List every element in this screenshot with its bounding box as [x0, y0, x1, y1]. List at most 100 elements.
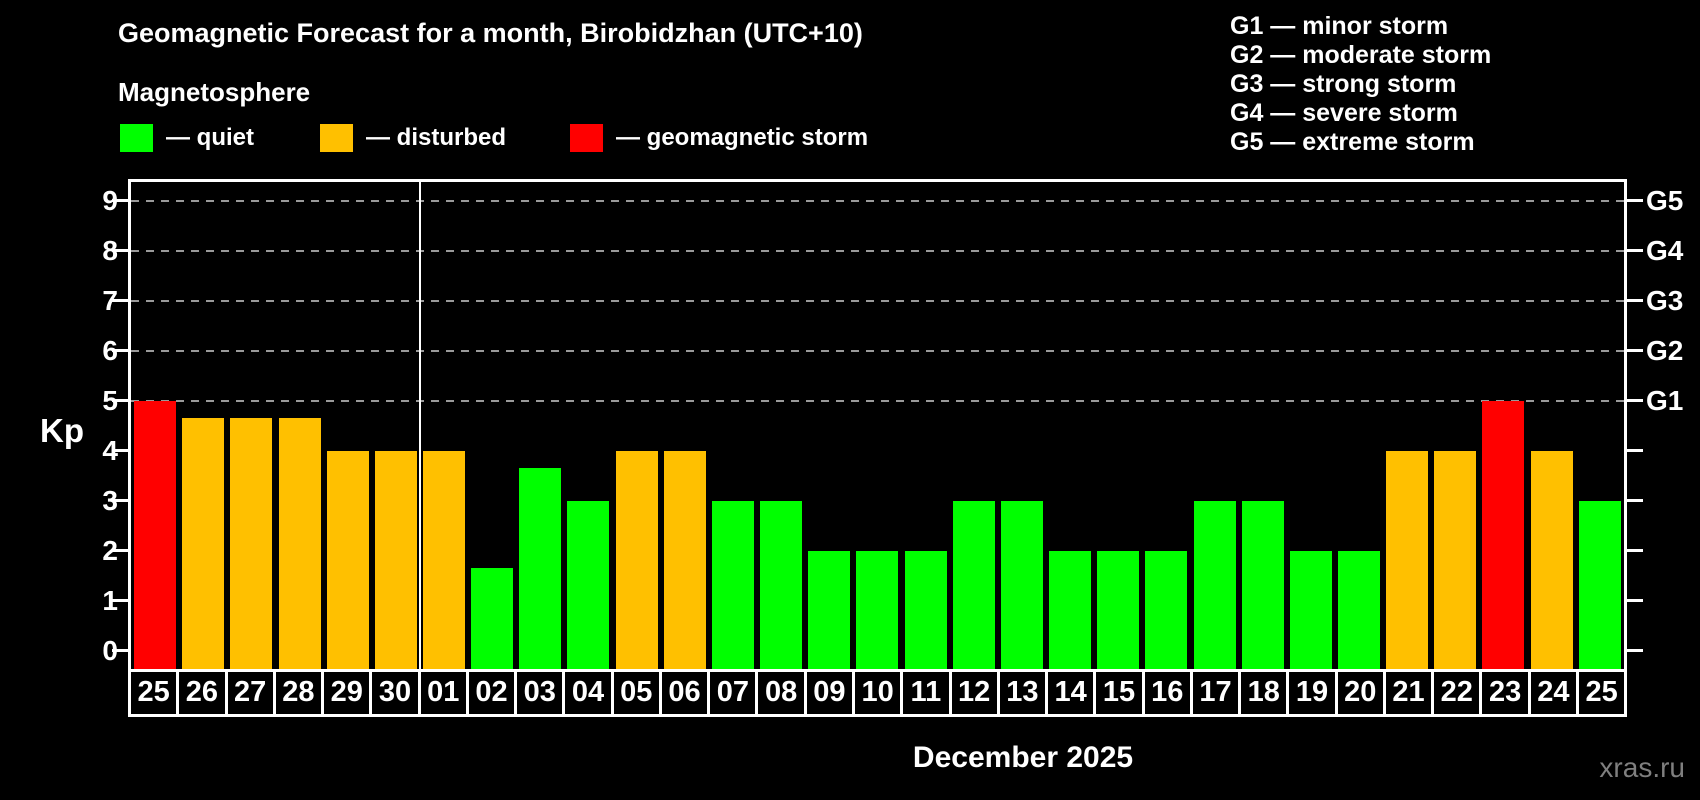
- bar-cell: [131, 182, 179, 669]
- bar-cell: [324, 182, 372, 669]
- y-axis-tick-left: [112, 599, 128, 602]
- y-axis-label: 2: [102, 535, 118, 566]
- kp-bar: [326, 451, 369, 669]
- kp-bar: [134, 401, 177, 669]
- x-axis-day-label: 25: [1585, 676, 1618, 708]
- x-axis-day-label: 05: [614, 672, 662, 714]
- y-axis-tick-right: [1627, 299, 1643, 302]
- month-separator-line: [418, 182, 421, 669]
- x-axis-day-label: 22: [1434, 672, 1483, 714]
- bar-cell: [805, 182, 853, 669]
- x-axis-day-label: 17: [1193, 672, 1242, 714]
- x-axis-day-label: 21: [1386, 672, 1435, 714]
- kp-bar: [1578, 501, 1621, 669]
- bar-cell: [420, 182, 468, 669]
- y-axis-tick-left: [112, 399, 128, 402]
- kp-gridline: [131, 200, 1624, 202]
- g-scale-legend-line-g5: G5 — extreme storm: [1230, 128, 1475, 156]
- bar-cell: [709, 182, 757, 669]
- y-axis-label: 4: [102, 435, 118, 466]
- kp-bar: [374, 451, 417, 669]
- disturbed-legend-label: — disturbed: [366, 124, 507, 151]
- bars-container: [131, 182, 1624, 669]
- kp-bar: [1337, 551, 1380, 669]
- y-axis-tick-left: [112, 499, 128, 502]
- quiet-legend-label: — quiet: [166, 124, 254, 151]
- bar-cell: [902, 182, 950, 669]
- x-axis-day-label: 26: [179, 672, 228, 714]
- kp-bar: [1289, 551, 1332, 669]
- y-axis-label: 1: [102, 585, 118, 616]
- kp-bar: [711, 501, 754, 669]
- y-axis-tick-left: [112, 249, 128, 252]
- x-axis-day-label: 25: [131, 672, 180, 714]
- storm-legend-label: — geomagnetic storm: [616, 124, 869, 151]
- bar-cell: [1383, 182, 1431, 669]
- legend-item-quiet: — quiet: [120, 123, 254, 153]
- bar-cell: [1287, 182, 1335, 669]
- kp-bar: [1386, 451, 1429, 669]
- y-axis-label: 8: [102, 235, 118, 266]
- bar-cell: [853, 182, 901, 669]
- y-axis-label: 5: [102, 385, 118, 416]
- y-axis-tick-right: [1627, 499, 1643, 502]
- g-axis-label: G1: [1646, 385, 1684, 416]
- bar-cell: [998, 182, 1046, 669]
- x-axis-day-label: 13: [1000, 672, 1049, 714]
- kp-bar: [519, 467, 562, 669]
- kp-bar: [1097, 551, 1140, 669]
- kp-bar: [1145, 551, 1188, 669]
- y-axis-tick-left: [112, 349, 128, 352]
- bar-cell: [179, 182, 227, 669]
- bar-cell: [1142, 182, 1190, 669]
- bar-cell: [1431, 182, 1479, 669]
- y-axis-title: Kp: [40, 412, 84, 449]
- g-scale-legend-line-g4: G4 — severe storm: [1230, 99, 1458, 127]
- chart-title: Geomagnetic Forecast for a month, Birobi…: [118, 18, 863, 48]
- x-axis-day-label: 16: [1145, 672, 1193, 714]
- bar-cell: [1190, 182, 1238, 669]
- g-axis-label: G5: [1646, 185, 1684, 216]
- kp-bar: [904, 551, 947, 669]
- y-axis-tick-left: [112, 549, 128, 552]
- kp-bar: [1193, 501, 1236, 669]
- kp-bar: [182, 417, 225, 669]
- kp-bar: [1000, 501, 1043, 669]
- bar-cell: [1094, 182, 1142, 669]
- kp-bar: [615, 451, 658, 669]
- kp-bar: [1434, 451, 1477, 669]
- bar-cell: [372, 182, 420, 669]
- x-axis-day-label: 01: [421, 672, 469, 714]
- x-axis-day-label: 08: [758, 672, 807, 714]
- disturbed-color-swatch: [320, 124, 353, 152]
- x-axis-day-label: 11: [903, 672, 952, 714]
- x-axis-day-label: 27: [228, 672, 276, 714]
- bar-cell: [1576, 182, 1624, 669]
- x-axis-day-labels-row: 25 26 27 28 29 30 01 02 03 04 05 06 07 08 09 10 11 12 13 14…: [128, 672, 1627, 717]
- storm-color-swatch: [570, 124, 603, 152]
- watermark: xras.ru: [1599, 752, 1685, 783]
- kp-bar: [567, 501, 610, 669]
- x-axis-day-label: 12: [952, 672, 1000, 714]
- x-axis-title: December 2025: [912, 741, 1134, 774]
- bar-cell: [227, 182, 275, 669]
- legend-item-disturbed: — disturbed: [320, 123, 506, 153]
- kp-bar: [1482, 401, 1525, 669]
- y-axis-label: 6: [102, 335, 118, 366]
- g-scale-legend-line-g3: G3 — strong storm: [1230, 70, 1457, 98]
- y-axis-tick-right: [1627, 549, 1643, 552]
- kp-gridline: [131, 350, 1624, 352]
- y-axis-label: 3: [102, 485, 118, 516]
- x-axis-day-label: 10: [855, 672, 904, 714]
- x-axis-day-label: 09: [807, 672, 855, 714]
- y-axis-label: 0: [102, 635, 118, 666]
- x-axis-day-label: 02: [469, 672, 518, 714]
- kp-bar: [1049, 551, 1092, 669]
- bar-cell: [564, 182, 612, 669]
- legend-item-storm: — geomagnetic storm: [570, 123, 868, 153]
- y-axis-tick-right: [1627, 649, 1643, 652]
- g-scale-legend: G1 — minor storm G2 — moderate storm G3 …: [1230, 12, 1491, 157]
- bar-cell: [1239, 182, 1287, 669]
- y-axis-label: 7: [102, 285, 118, 316]
